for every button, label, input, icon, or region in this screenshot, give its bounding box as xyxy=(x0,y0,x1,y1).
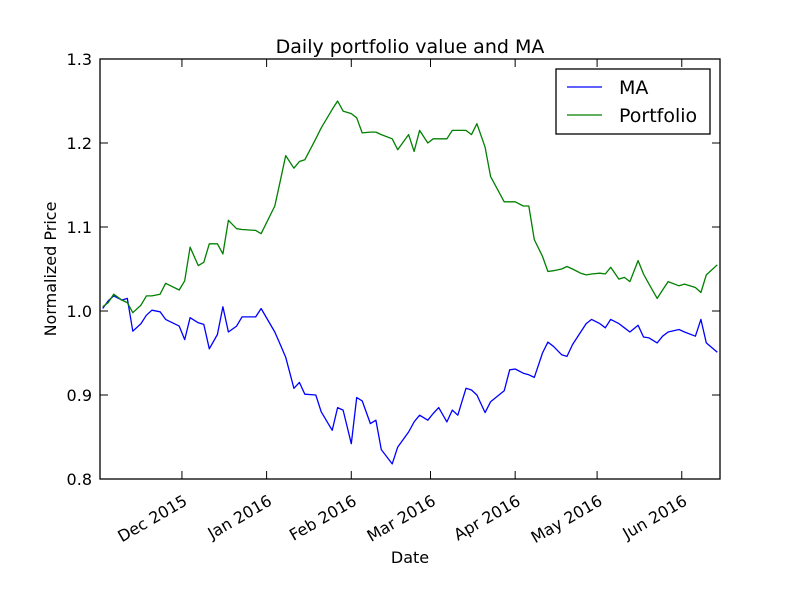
y-tick-label: 1.0 xyxy=(67,302,92,321)
y-tick-label: 0.8 xyxy=(67,470,92,489)
legend-box xyxy=(555,68,711,135)
y-tick-label: 0.9 xyxy=(67,386,92,405)
y-tick-label: 1.3 xyxy=(67,50,92,69)
chart-title: Daily portfolio value and MA xyxy=(276,36,545,58)
legend-label-portfolio: Portfolio xyxy=(619,105,697,127)
x-axis-label: Date xyxy=(391,548,429,567)
plot-area-frame xyxy=(99,58,721,480)
y-tick-label: 1.2 xyxy=(67,134,92,153)
legend: MA Portfolio xyxy=(555,68,711,135)
series-line-ma xyxy=(102,295,718,465)
y-tick-label: 1.1 xyxy=(67,218,92,237)
y-axis-label: Normalized Price xyxy=(41,202,60,337)
series-line-portfolio xyxy=(102,100,718,314)
legend-label-ma: MA xyxy=(619,77,648,99)
series-layer xyxy=(102,100,718,465)
